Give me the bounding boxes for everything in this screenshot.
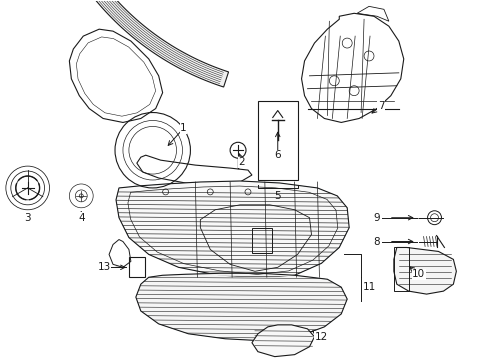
Polygon shape [252,325,315,357]
Text: 13: 13 [98,262,111,272]
Text: 5: 5 [274,191,281,201]
Text: 9: 9 [374,213,380,223]
Text: 12: 12 [315,332,328,342]
Polygon shape [394,247,456,294]
Text: 2: 2 [239,157,245,167]
Polygon shape [136,273,347,341]
Bar [252,228,272,253]
Bar [394,247,409,291]
Polygon shape [116,181,349,279]
Text: 11: 11 [363,282,376,292]
Polygon shape [74,0,228,87]
Text: 6: 6 [274,150,281,160]
Polygon shape [116,181,349,279]
Text: 4: 4 [78,213,85,223]
Text: 10: 10 [412,269,425,279]
Bar [129,257,145,277]
Polygon shape [136,273,347,341]
Text: 7: 7 [378,100,384,111]
Text: 1: 1 [180,123,187,134]
Bar [258,100,297,180]
Text: 8: 8 [374,237,380,247]
Text: —: — [413,216,420,222]
Text: 3: 3 [24,213,31,223]
